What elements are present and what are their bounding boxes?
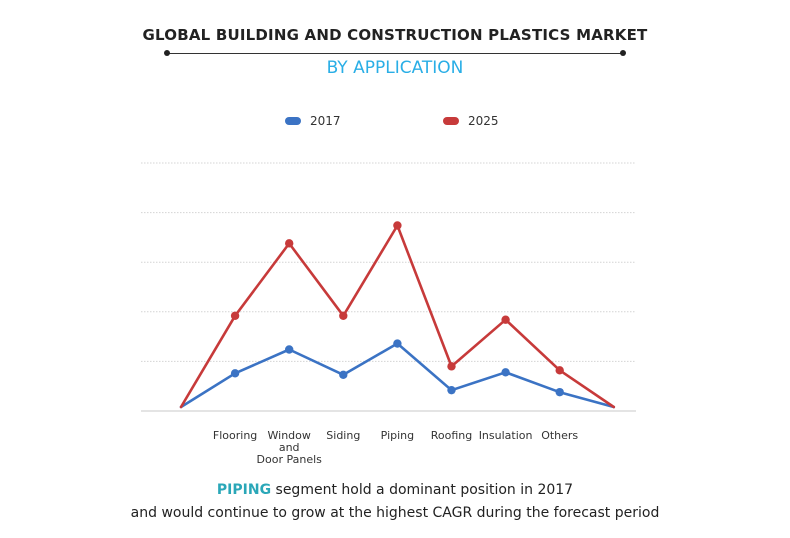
data-point-2017-4 xyxy=(393,339,402,348)
data-point-2025-1 xyxy=(230,311,240,320)
data-point-2017-6 xyxy=(501,368,510,377)
data-point-2025-7 xyxy=(555,366,564,375)
chart-title: GLOBAL BUILDING AND CONSTRUCTION PLASTIC… xyxy=(142,26,648,44)
caption-highlight: PIPING xyxy=(216,482,272,498)
series-line-2017 xyxy=(179,342,616,409)
title-divider xyxy=(167,53,623,54)
x-tick-label-3: Siding xyxy=(326,429,360,442)
data-point-2017-1 xyxy=(230,369,240,378)
data-point-2025-6 xyxy=(501,315,510,324)
caption-line-2: and would continue to grow at the highes… xyxy=(130,505,660,521)
x-tick-label-2: Window and Door Panels xyxy=(257,429,323,466)
data-point-2025-4 xyxy=(393,221,402,230)
data-point-2025-3 xyxy=(339,311,348,320)
data-point-2017-2 xyxy=(285,345,294,354)
data-point-2025-5 xyxy=(447,362,456,371)
x-tick-label-4: Piping xyxy=(381,429,414,442)
legend: 2017 2025 xyxy=(0,114,790,134)
legend-swatch-2025 xyxy=(443,117,459,125)
legend-label-2017: 2017 xyxy=(310,114,341,128)
x-tick-label-6: Insulation xyxy=(479,429,533,442)
data-point-2025-2 xyxy=(285,239,294,248)
caption-line-1: PIPING segment hold a dominant position … xyxy=(0,482,790,498)
data-point-2017-7 xyxy=(555,387,564,397)
caption-line-1-text: segment hold a dominant position in 2017 xyxy=(271,482,574,498)
divider-dot-left xyxy=(164,50,170,56)
legend-label-2025: 2025 xyxy=(468,114,499,128)
data-point-2017-3 xyxy=(339,370,348,379)
series-line-2025 xyxy=(179,224,616,409)
x-tick-label-1: Flooring xyxy=(213,429,257,442)
x-tick-label-5: Roofing xyxy=(431,429,473,442)
divider-dot-right xyxy=(620,50,626,56)
legend-item-2017: 2017 xyxy=(285,114,341,128)
x-tick-label-7: Others xyxy=(541,429,578,442)
data-point-2017-5 xyxy=(447,385,456,395)
legend-item-2025: 2025 xyxy=(443,114,499,128)
chart-subtitle: BY APPLICATION xyxy=(326,58,464,78)
legend-swatch-2017 xyxy=(285,117,301,125)
